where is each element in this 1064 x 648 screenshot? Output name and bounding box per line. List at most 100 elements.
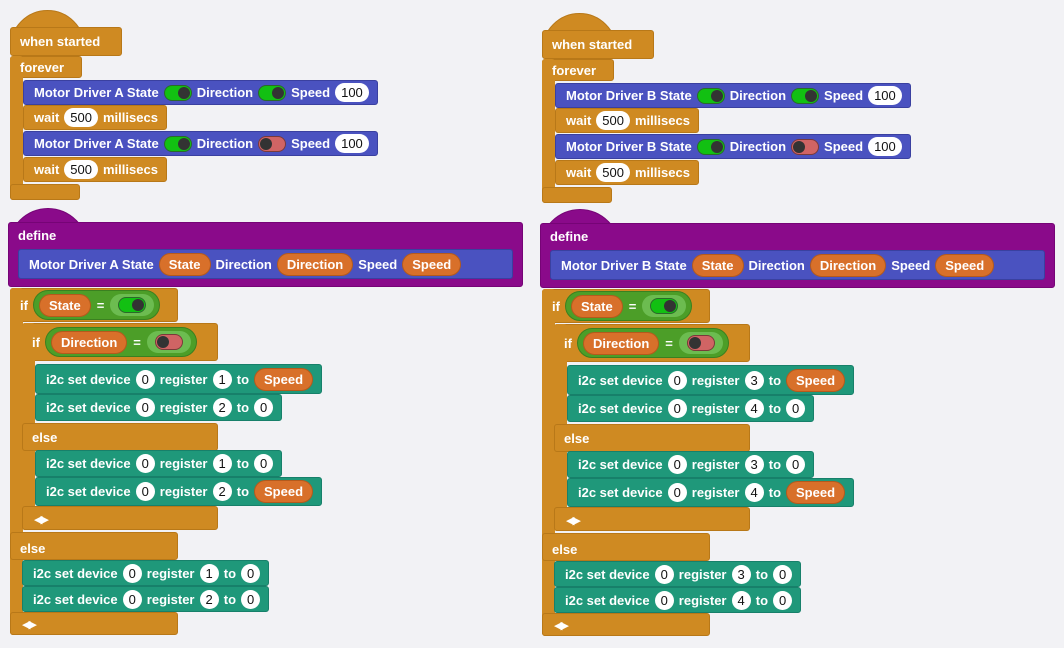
variable-reporter[interactable]: Speed: [402, 252, 462, 276]
toggle-slot[interactable]: [110, 294, 155, 316]
if-header[interactable]: if Direction =: [22, 323, 205, 361]
toggle-switch[interactable]: [696, 87, 725, 104]
number-input[interactable]: 0: [135, 482, 155, 501]
variable-reporter[interactable]: Speed: [254, 367, 314, 391]
motor-driver-block[interactable]: Motor Driver B State Direction Speed 100: [555, 83, 911, 108]
variable-reporter[interactable]: Direction: [50, 330, 128, 354]
toggle-slot[interactable]: [642, 295, 687, 317]
wait-block[interactable]: wait 500 millisecs: [23, 105, 167, 130]
number-input[interactable]: 0: [122, 589, 142, 609]
number-input[interactable]: 1: [199, 563, 219, 583]
variable-reporter[interactable]: Speed: [254, 480, 314, 503]
i2c-set-block[interactable]: i2c set device 0 register 2 to Speed: [35, 477, 323, 506]
number-input[interactable]: 3: [731, 564, 751, 584]
toggle-switch[interactable]: [650, 298, 679, 314]
when-started-hat[interactable]: [10, 27, 122, 56]
equals-condition[interactable]: Direction =: [44, 327, 197, 357]
variable-reporter[interactable]: State: [158, 252, 211, 276]
if-header[interactable]: if State =: [542, 289, 700, 323]
expand-collapse-arrows-icon[interactable]: ◀▶: [554, 620, 569, 632]
i2c-set-block[interactable]: i2c set device 0 register 2 to 0: [22, 586, 270, 612]
toggle-switch[interactable]: [163, 135, 192, 152]
i2c-set-block[interactable]: i2c set device 0 register 4 to 0: [567, 395, 815, 422]
i2c-set-block[interactable]: i2c set device 0 register 3 to Speed: [567, 365, 855, 395]
else-outer-bar[interactable]: [10, 532, 178, 560]
number-input[interactable]: 0: [122, 563, 142, 583]
number-input[interactable]: 0: [135, 369, 155, 389]
toggle-switch[interactable]: [258, 84, 287, 101]
forever-label[interactable]: forever: [542, 59, 604, 81]
equals-condition[interactable]: State =: [564, 291, 693, 321]
else-label[interactable]: else: [542, 535, 585, 563]
variable-reporter[interactable]: State: [691, 253, 744, 277]
if-inner-bottom[interactable]: [554, 507, 750, 531]
number-input[interactable]: 2: [199, 589, 219, 609]
number-input[interactable]: 100: [335, 83, 369, 102]
i2c-set-block[interactable]: i2c set device 0 register 4 to Speed: [567, 478, 855, 507]
number-input[interactable]: 1: [212, 454, 232, 473]
variable-reporter[interactable]: Speed: [786, 368, 846, 392]
i2c-set-block[interactable]: i2c set device 0 register 3 to 0: [554, 561, 802, 587]
number-input[interactable]: 0: [773, 590, 793, 610]
variable-reporter[interactable]: Speed: [786, 481, 846, 504]
i2c-set-block[interactable]: i2c set device 0 register 1 to 0: [35, 450, 283, 477]
variable-reporter[interactable]: Speed: [935, 253, 995, 277]
number-input[interactable]: 2: [212, 482, 232, 501]
number-input[interactable]: 0: [254, 454, 274, 473]
expand-collapse-arrows-icon[interactable]: ◀▶: [566, 515, 581, 527]
toggle-switch[interactable]: [791, 138, 820, 155]
when-started-label[interactable]: when started: [10, 27, 108, 56]
toggle-slot[interactable]: [146, 331, 191, 353]
number-input[interactable]: 0: [786, 399, 806, 418]
number-input[interactable]: 100: [868, 86, 902, 105]
toggle-slot[interactable]: [678, 332, 723, 354]
toggle-switch[interactable]: [118, 297, 147, 313]
number-input[interactable]: 0: [786, 455, 806, 474]
forever-arm[interactable]: [10, 56, 23, 200]
number-input[interactable]: 100: [335, 134, 369, 153]
forever-label[interactable]: forever: [10, 56, 72, 78]
if-header[interactable]: if State =: [10, 288, 168, 322]
number-input[interactable]: 4: [744, 483, 764, 502]
number-input[interactable]: 0: [773, 564, 793, 584]
number-input[interactable]: 4: [744, 399, 764, 418]
forever-bottom[interactable]: [542, 187, 612, 203]
equals-condition[interactable]: Direction =: [576, 328, 729, 358]
number-input[interactable]: 100: [868, 137, 902, 156]
expand-collapse-arrows-icon[interactable]: ◀▶: [34, 514, 49, 526]
procedure-prototype[interactable]: Motor Driver B State State Direction Direct…: [550, 250, 1045, 280]
number-input[interactable]: 0: [667, 455, 687, 474]
number-input[interactable]: 3: [744, 370, 764, 390]
number-input[interactable]: 0: [241, 563, 261, 583]
variable-reporter[interactable]: Direction: [582, 331, 660, 355]
if-header[interactable]: if Direction =: [554, 324, 737, 362]
number-input[interactable]: 500: [596, 163, 630, 182]
variable-reporter[interactable]: Direction: [276, 252, 354, 276]
toggle-switch[interactable]: [696, 138, 725, 155]
number-input[interactable]: 0: [654, 564, 674, 584]
toggle-switch[interactable]: [258, 135, 287, 152]
motor-driver-block[interactable]: Motor Driver A State Direction Speed 100: [23, 131, 378, 156]
if-inner-bottom[interactable]: [22, 506, 218, 530]
number-input[interactable]: 4: [731, 590, 751, 610]
expand-collapse-arrows-icon[interactable]: ◀▶: [22, 619, 37, 631]
wait-block[interactable]: wait 500 millisecs: [23, 157, 167, 182]
number-input[interactable]: 0: [667, 399, 687, 418]
when-started-label[interactable]: when started: [542, 30, 640, 59]
number-input[interactable]: 0: [241, 589, 261, 609]
i2c-set-block[interactable]: i2c set device 0 register 4 to 0: [554, 587, 802, 613]
else-outer-bar[interactable]: [542, 533, 710, 561]
number-input[interactable]: 0: [654, 590, 674, 610]
number-input[interactable]: 0: [135, 454, 155, 473]
i2c-set-block[interactable]: i2c set device 0 register 1 to 0: [22, 560, 270, 586]
number-input[interactable]: 2: [212, 398, 232, 417]
toggle-switch[interactable]: [686, 335, 715, 351]
forever-bottom[interactable]: [10, 184, 80, 200]
motor-driver-block[interactable]: Motor Driver B State Direction Speed 100: [555, 134, 911, 159]
else-label[interactable]: else: [10, 534, 53, 562]
i2c-set-block[interactable]: i2c set device 0 register 2 to 0: [35, 394, 283, 421]
variable-reporter[interactable]: State: [570, 294, 623, 318]
else-inner-bar[interactable]: [554, 424, 750, 452]
i2c-set-block[interactable]: i2c set device 0 register 1 to Speed: [35, 364, 323, 394]
else-label[interactable]: else: [554, 424, 597, 452]
